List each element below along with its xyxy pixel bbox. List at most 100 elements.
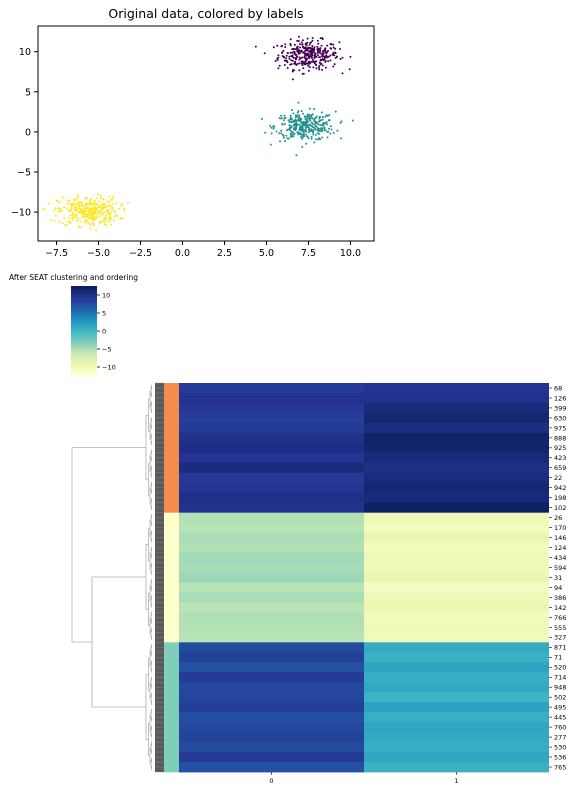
scatter-point — [341, 56, 344, 59]
scatter-point — [289, 133, 292, 136]
scatter-point — [96, 209, 99, 212]
scatter-point — [121, 203, 123, 206]
scatter-point — [263, 52, 266, 55]
scatter-point — [297, 101, 300, 104]
scatter-point — [319, 138, 322, 141]
scatter-point — [66, 220, 69, 223]
row-label: 22 — [554, 474, 562, 482]
scatter-point — [329, 132, 332, 135]
scatter-point — [308, 113, 311, 116]
scatter-point — [301, 145, 304, 148]
scatter-point — [311, 54, 314, 57]
heatmap-cell — [179, 462, 364, 474]
scatter-point — [96, 197, 98, 200]
scatter-point — [334, 47, 337, 50]
scatter-point — [107, 213, 110, 216]
scatter-point — [326, 115, 329, 118]
row-label: 765 — [554, 763, 566, 771]
scatter-point — [313, 119, 316, 122]
scatter-point — [349, 55, 352, 58]
scatter-point — [300, 126, 303, 129]
scatter-point — [296, 50, 299, 53]
scatter-point — [321, 129, 324, 132]
scatter-point — [309, 124, 312, 126]
scatter-point — [282, 134, 285, 137]
scatter-point — [301, 137, 303, 140]
heatmap-cell — [179, 642, 364, 653]
scatter-point — [109, 223, 112, 226]
scatter-point — [283, 117, 286, 119]
scatter-point — [90, 209, 93, 212]
scatter-point — [293, 124, 296, 127]
scatter-point — [305, 133, 307, 136]
scatter-point — [293, 126, 296, 129]
heatmap-cell — [364, 682, 549, 693]
scatter-point — [319, 49, 322, 51]
scatter-point — [308, 55, 311, 58]
scatter-point — [71, 204, 74, 207]
scatter-point — [278, 64, 281, 67]
scatter-point — [300, 41, 303, 44]
scatter-point — [105, 224, 108, 227]
scatter-point — [280, 117, 283, 120]
scatter-point — [317, 42, 320, 45]
heatmap-cell — [364, 482, 549, 494]
scatter-point — [308, 43, 311, 46]
scatter-point — [326, 44, 329, 47]
scatter-point — [106, 208, 109, 211]
scatter-plot-frame — [37, 25, 375, 242]
scatter-point — [68, 199, 71, 202]
colorbar-tick-label: −10 — [102, 364, 116, 372]
scatter-point — [275, 130, 278, 133]
cluster-color-strip — [164, 383, 179, 773]
scatter-point — [318, 56, 321, 59]
heatmap-cell — [364, 622, 549, 633]
row-label: 495 — [554, 704, 566, 712]
scatter-point — [123, 209, 126, 212]
scatter-point — [309, 117, 311, 120]
scatter-point — [329, 43, 332, 46]
scatter-point — [339, 48, 341, 50]
scatter-point — [89, 199, 92, 202]
colorbar-gradient — [71, 286, 97, 376]
scatter-point — [86, 219, 88, 222]
scatter-point — [340, 137, 343, 140]
colorbar: 10 5 0 −5 −10 — [71, 286, 116, 376]
scatter-point — [277, 67, 280, 70]
scatter-point — [103, 203, 106, 206]
scatter-point — [310, 137, 313, 140]
scatter-point — [300, 118, 303, 121]
scatter-point — [305, 121, 308, 124]
scatter-point — [289, 38, 292, 41]
scatter-point — [307, 69, 310, 72]
scatter-point — [332, 46, 335, 49]
heatmap-cell — [179, 582, 364, 593]
scatter-point — [98, 221, 101, 224]
heatmap-cell — [179, 552, 364, 563]
scatter-point — [303, 50, 306, 53]
scatter-point — [298, 58, 301, 61]
scatter-point — [303, 47, 306, 49]
scatter-point — [302, 67, 305, 70]
scatter-point — [100, 194, 103, 197]
scatter-point — [292, 50, 295, 53]
scatter-point — [84, 219, 86, 222]
scatter-point — [321, 68, 324, 71]
scatter-point — [111, 202, 114, 205]
row-label: 399 — [554, 404, 566, 412]
cluster-color-block — [164, 383, 179, 513]
scatter-point — [108, 216, 110, 219]
scatter-point — [42, 207, 45, 210]
scatter-point — [123, 207, 126, 210]
heatmap-cell — [179, 492, 364, 504]
scatter-point — [320, 44, 323, 47]
row-label: 659 — [554, 464, 566, 472]
scatter-point — [303, 61, 306, 64]
scatter-point — [316, 45, 319, 48]
scatter-point — [65, 224, 68, 226]
row-label: 942 — [554, 484, 566, 492]
scatter-point — [79, 204, 82, 207]
heatmap-cell — [179, 452, 364, 464]
scatter-point — [304, 129, 307, 132]
scatter-point — [306, 135, 309, 138]
